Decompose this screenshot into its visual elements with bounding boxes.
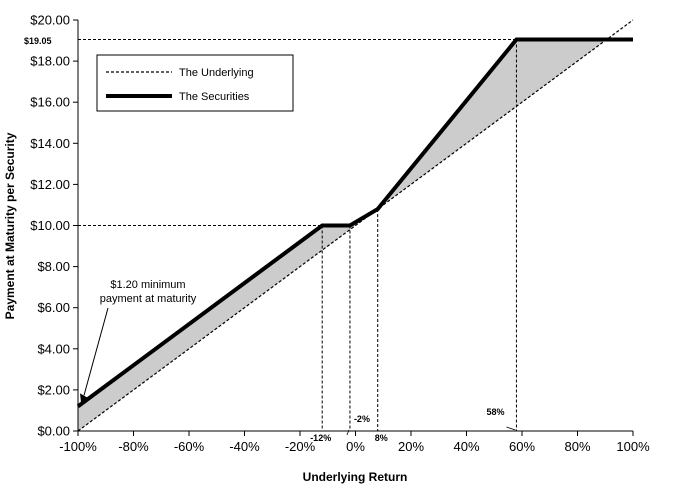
reference-lines-layer	[78, 39, 517, 431]
reference-label--2%: -2%	[354, 414, 370, 424]
legend-label-underlying: The Underlying	[179, 67, 254, 79]
annotation: $1.20 minimum payment at maturity	[80, 279, 197, 403]
y-tick-label: $16.00	[30, 95, 70, 110]
x-tick-label: 20%	[398, 439, 424, 454]
reference-label-8%: 8%	[375, 433, 388, 443]
x-tick-label: -100%	[59, 439, 97, 454]
x-tick-labels: -100% -80% -60% -40% -20% 0% 20% 40% 60% 80% 100%	[59, 439, 650, 454]
shaded-area-layer	[78, 39, 607, 432]
annotation-line-2: payment at maturity	[100, 293, 197, 305]
shaded-region	[78, 39, 607, 432]
series-line-securities	[76, 37, 633, 408]
legend-label-securities: The Securities	[179, 91, 250, 103]
series-layer	[76, 19, 634, 432]
annotation-line-1: $1.20 minimum	[110, 279, 185, 291]
legend: The Underlying The Securities	[96, 54, 294, 112]
x-tick-label: 0%	[346, 439, 365, 454]
y-tick-label: $12.00	[30, 177, 70, 192]
x-tick-label: -80%	[118, 439, 149, 454]
y-axis-title: Payment at Maturity per Security	[3, 132, 17, 319]
y-tick-label: $8.00	[37, 259, 70, 274]
axes-layer	[73, 19, 634, 436]
legend-box	[96, 54, 294, 112]
x-tick-label: -20%	[285, 439, 316, 454]
y-tick-label: $18.00	[30, 54, 70, 69]
x-tick-label: -40%	[229, 439, 260, 454]
y-tick-label: $2.00	[37, 382, 70, 397]
reference-label-leader-3	[506, 426, 516, 431]
x-tick-label: 100%	[616, 439, 650, 454]
annotation-arrow-line	[83, 307, 109, 396]
cap-label: $19.05	[24, 36, 52, 46]
y-tick-label: $4.00	[37, 341, 70, 356]
x-tick-label: -60%	[174, 439, 205, 454]
reference-label-leader-1	[346, 429, 350, 436]
y-tick-label: $6.00	[37, 300, 70, 315]
x-tick-label: 80%	[564, 439, 590, 454]
y-tick-label: $14.00	[30, 136, 70, 151]
x-tick-label: 60%	[509, 439, 535, 454]
y-tick-labels: $0.00 $2.00 $4.00 $6.00 $8.00 $10.00 $12.00 $14…	[30, 13, 70, 439]
reference-label-58%: 58%	[486, 407, 504, 417]
reference-label--12%: -12%	[310, 433, 331, 443]
y-tick-label: $20.00	[30, 13, 70, 28]
x-tick-label: 40%	[453, 439, 479, 454]
reference-labels: -12% -2% 8% 58%	[310, 407, 516, 443]
y-tick-label: $0.00	[37, 424, 70, 439]
x-axis-title: Underlying Return	[303, 470, 408, 484]
y-tick-label: $10.00	[30, 218, 70, 233]
series-line-underlying	[77, 19, 634, 432]
annotation-arrow-head	[80, 393, 87, 403]
